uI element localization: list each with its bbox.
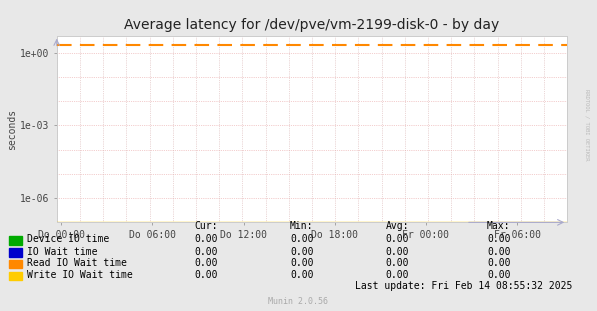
Text: 0.00: 0.00 — [290, 258, 313, 268]
Text: 0.00: 0.00 — [195, 247, 218, 257]
Text: 0.00: 0.00 — [386, 270, 409, 280]
Text: 0.00: 0.00 — [487, 247, 510, 257]
Y-axis label: seconds: seconds — [7, 109, 17, 150]
Text: 0.00: 0.00 — [290, 247, 313, 257]
Text: Read IO Wait time: Read IO Wait time — [27, 258, 127, 268]
Text: Munin 2.0.56: Munin 2.0.56 — [269, 297, 328, 306]
Text: 0.00: 0.00 — [487, 258, 510, 268]
Text: 0.00: 0.00 — [290, 270, 313, 280]
Text: Avg:: Avg: — [386, 220, 409, 230]
Text: 0.00: 0.00 — [487, 270, 510, 280]
Text: Cur:: Cur: — [195, 220, 218, 230]
Text: 0.00: 0.00 — [290, 234, 313, 244]
Text: Last update: Fri Feb 14 08:55:32 2025: Last update: Fri Feb 14 08:55:32 2025 — [355, 281, 572, 290]
Text: Max:: Max: — [487, 220, 510, 230]
Text: 0.00: 0.00 — [386, 247, 409, 257]
Text: Device IO time: Device IO time — [27, 234, 109, 244]
Text: 0.00: 0.00 — [386, 234, 409, 244]
Text: 0.00: 0.00 — [195, 270, 218, 280]
Title: Average latency for /dev/pve/vm-2199-disk-0 - by day: Average latency for /dev/pve/vm-2199-dis… — [124, 18, 500, 32]
Text: Min:: Min: — [290, 220, 313, 230]
Text: 0.00: 0.00 — [195, 234, 218, 244]
Text: Write IO Wait time: Write IO Wait time — [27, 270, 133, 280]
Text: RRDTOOL / TOBI OETIKER: RRDTOOL / TOBI OETIKER — [584, 89, 589, 160]
Text: 0.00: 0.00 — [487, 234, 510, 244]
Text: IO Wait time: IO Wait time — [27, 247, 97, 257]
Text: 0.00: 0.00 — [386, 258, 409, 268]
Text: 0.00: 0.00 — [195, 258, 218, 268]
